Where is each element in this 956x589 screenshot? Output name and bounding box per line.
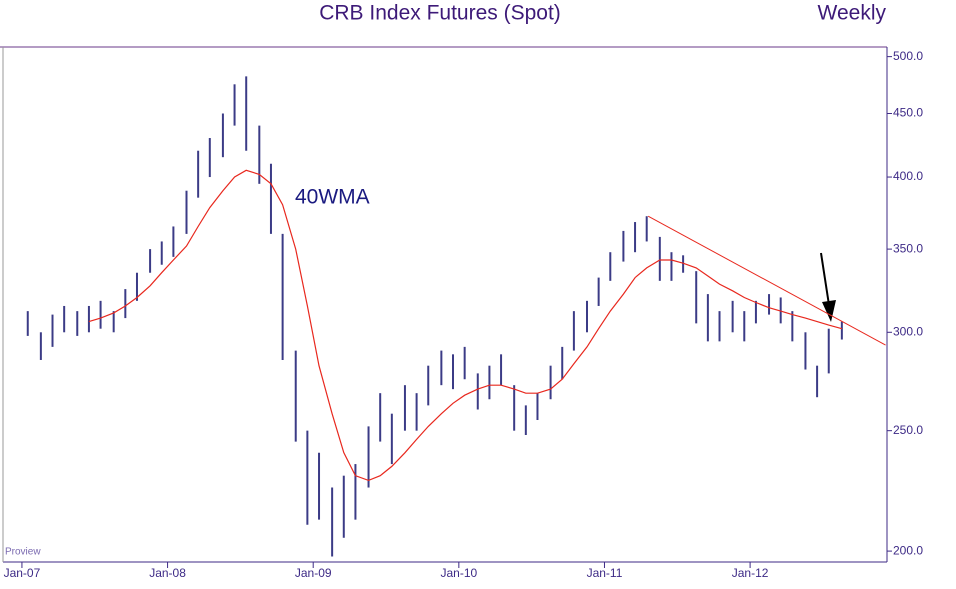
y-tick-label: 500.0	[893, 49, 923, 63]
y-tick-label: 350.0	[893, 241, 923, 255]
moving-average	[88, 169, 843, 482]
x-tick-label: Jan-09	[295, 566, 332, 580]
y-tick-label: 250.0	[893, 423, 923, 437]
x-tick-label: Jan-08	[149, 566, 186, 580]
x-tick-label: Jan-11	[587, 566, 623, 580]
chart-subtitle: Weekly	[818, 2, 887, 25]
x-tick-label: Jan-07	[4, 566, 41, 580]
trendline	[647, 215, 886, 346]
y-tick-label: 300.0	[893, 324, 923, 338]
x-tick-label: Jan-10	[440, 566, 477, 580]
y-tick-label: 400.0	[893, 169, 923, 183]
y-tick-label: 450.0	[893, 106, 923, 120]
ma-label: 40WMA	[295, 186, 370, 209]
y-tick-label: 200.0	[893, 543, 923, 557]
arrow	[820, 252, 836, 322]
chart-title: CRB Index Futures (Spot)	[319, 2, 561, 25]
watermark: Proview	[5, 547, 41, 558]
x-tick-label: Jan-12	[732, 566, 769, 580]
